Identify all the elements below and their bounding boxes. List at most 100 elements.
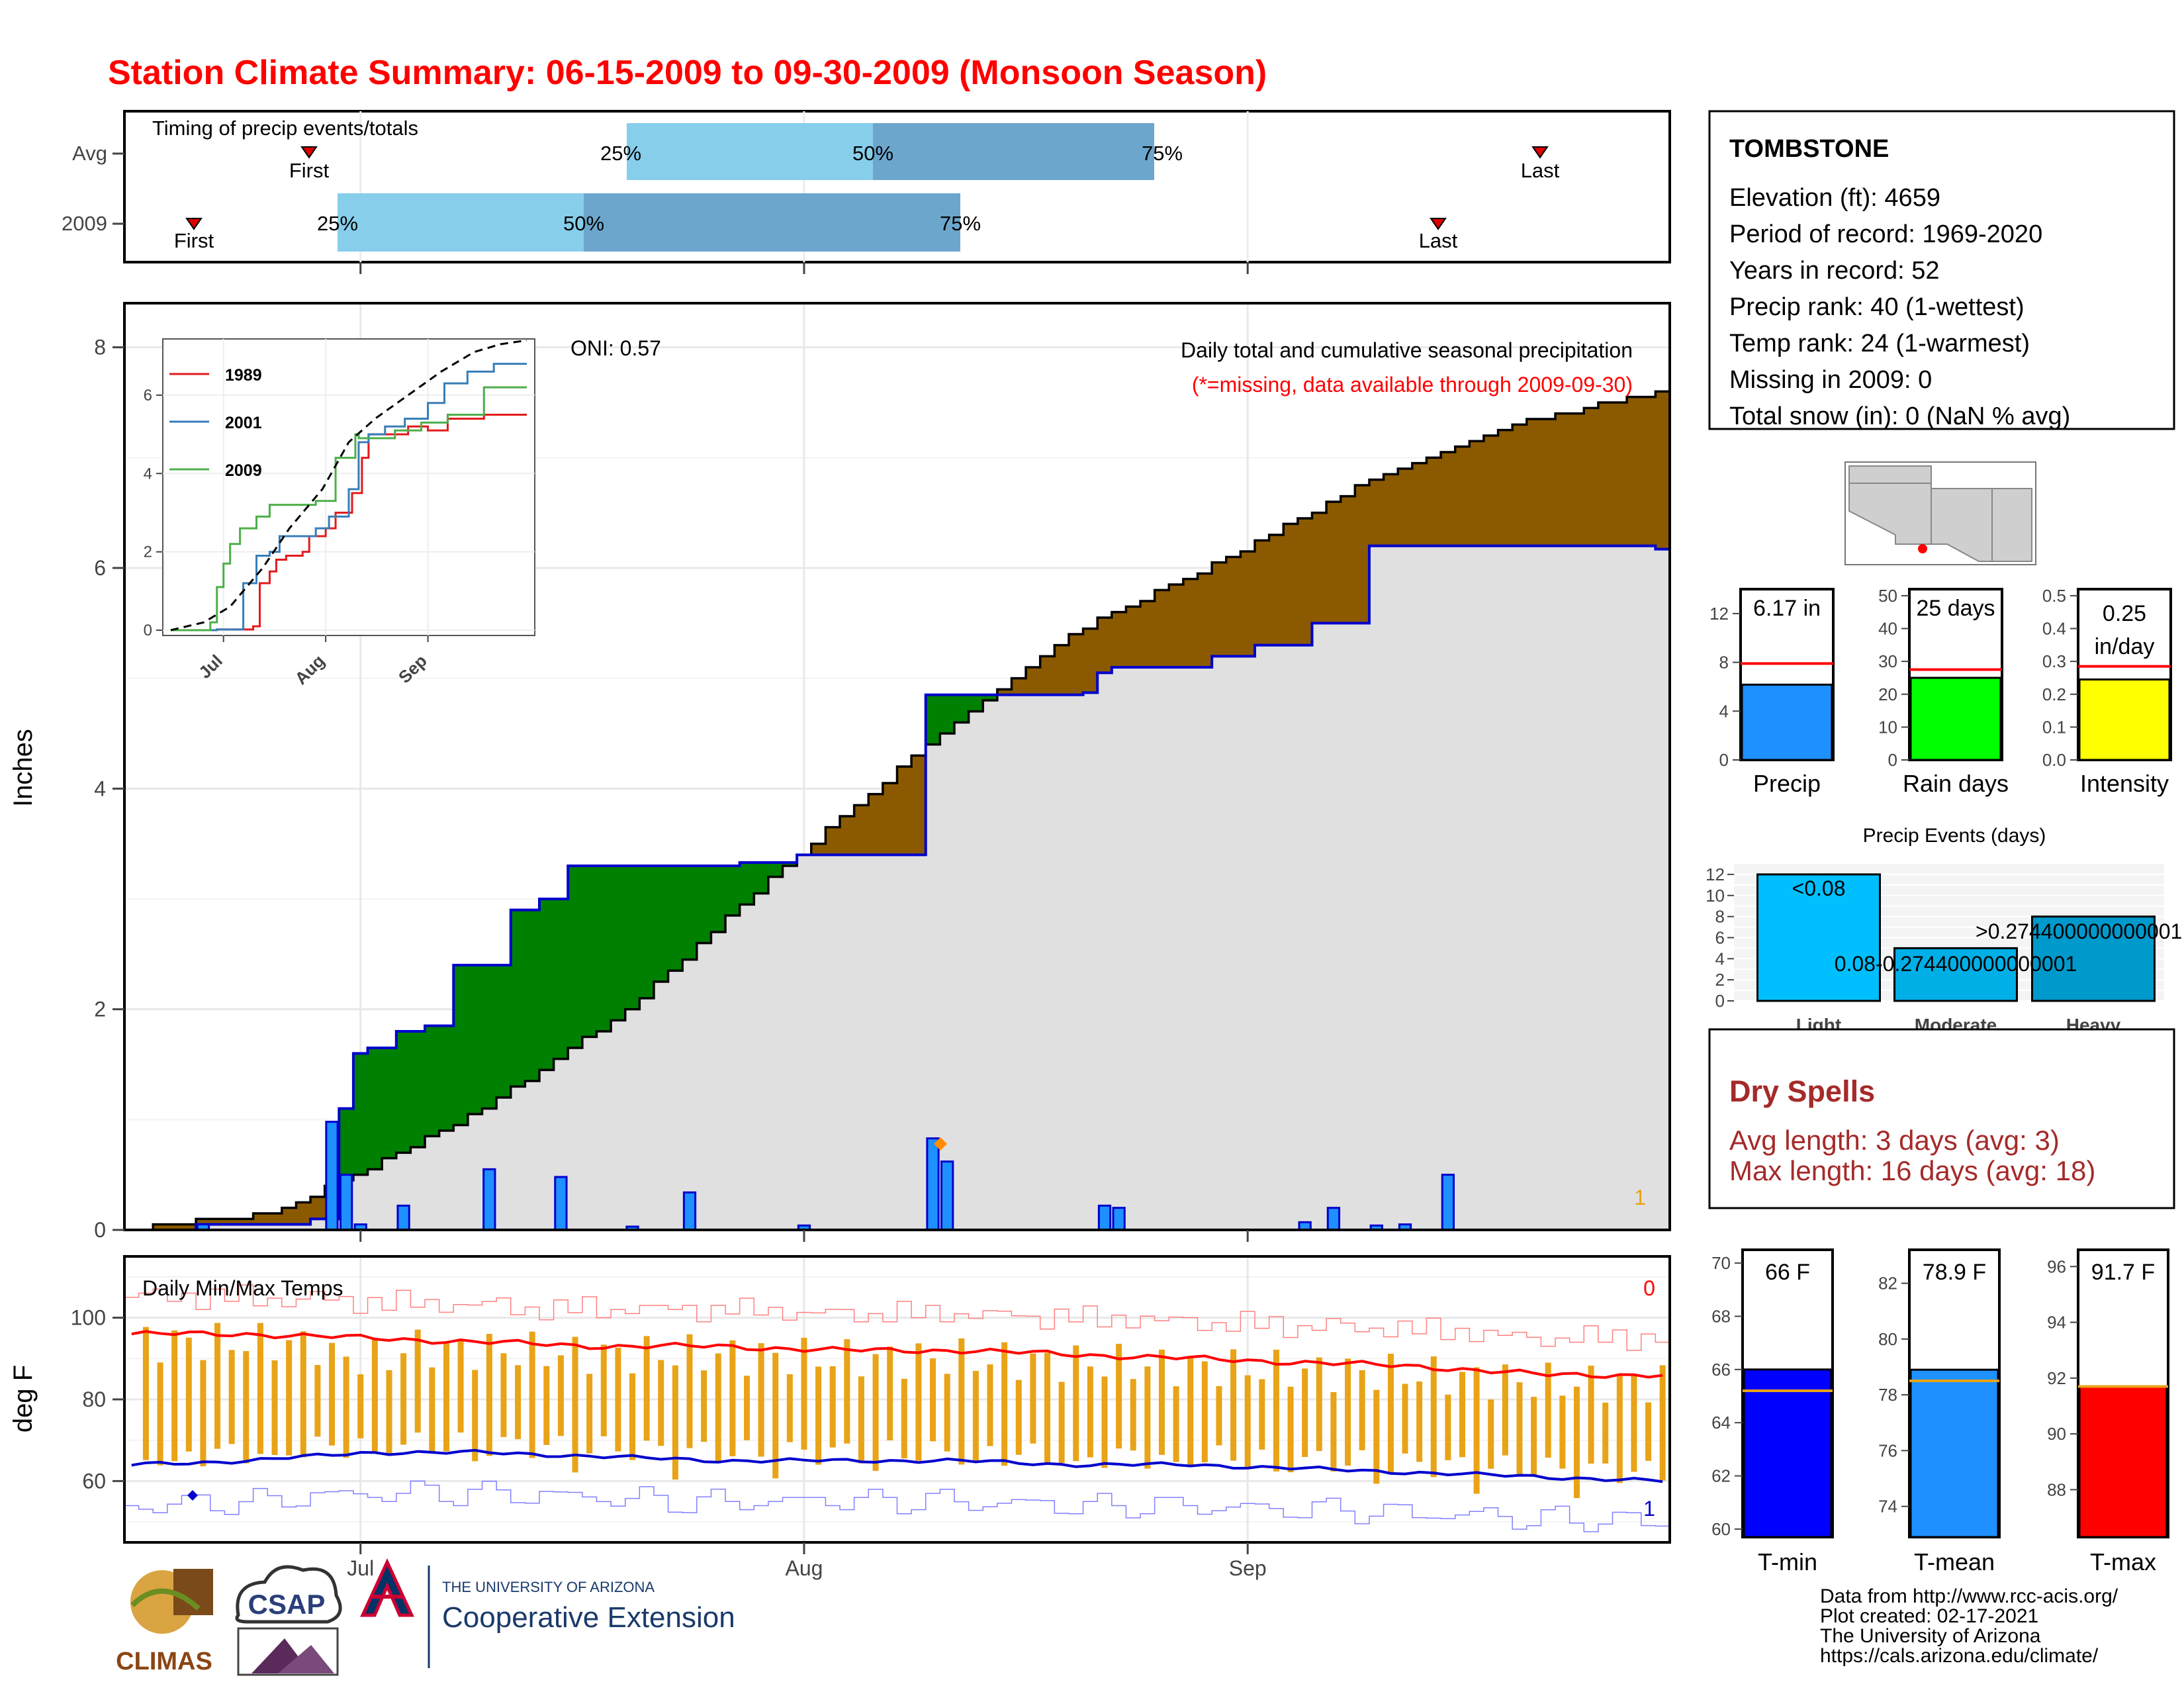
daily-temp-bar xyxy=(758,1343,764,1457)
mini-precip-tick-label: 0.3 xyxy=(2042,651,2066,671)
daily-temp-bar xyxy=(1516,1382,1523,1474)
daily-temp-bar xyxy=(1416,1382,1423,1462)
mini-precip-tick-label: 0.2 xyxy=(2042,684,2066,704)
events-clip-helper xyxy=(1709,851,2174,852)
temps-xtick-label: Sep xyxy=(1229,1556,1267,1580)
events-tick-label: 10 xyxy=(1706,886,1725,906)
daily-precip-bar xyxy=(1441,1174,1455,1231)
ua-logo-big-text: Cooperative Extension xyxy=(442,1601,735,1634)
daily-temp-bar xyxy=(1359,1370,1365,1450)
csap-logo: CSAP xyxy=(235,1565,342,1676)
temps-top-count: 0 xyxy=(1643,1276,1655,1300)
location-map xyxy=(1844,461,2036,565)
footer-credits: Data from http://www.rcc-acis.org/ Plot … xyxy=(1820,1585,2118,1667)
base-area xyxy=(124,545,1670,1230)
events-bar xyxy=(2031,915,2156,1002)
daily-temp-bar xyxy=(815,1366,822,1465)
avg-max-line xyxy=(131,1330,1663,1379)
daily-temp-bar xyxy=(600,1344,607,1436)
inset-ytick-label: 2 xyxy=(144,543,152,561)
daily-temp-bar xyxy=(386,1370,392,1456)
mini-precip-tick-label: 0 xyxy=(1719,750,1729,770)
daily-temp-bar xyxy=(1445,1394,1451,1460)
daily-temp-bar xyxy=(157,1362,163,1466)
mini-temp-tick-label: 94 xyxy=(2047,1313,2066,1333)
daily-temp-bar xyxy=(257,1323,263,1454)
mini-precip-tick-label: 12 xyxy=(1709,604,1729,624)
mini-precip-tick-label: 30 xyxy=(1878,651,1897,671)
wetter-area xyxy=(124,545,1670,1230)
timing-panel-label: Timing of precip events/totals xyxy=(152,117,418,140)
daily-temp-bar xyxy=(930,1358,936,1442)
2009-last-marker xyxy=(1430,218,1447,230)
daily-precip-bar xyxy=(1097,1204,1112,1231)
station-info-line: Elevation (ft): 4659 xyxy=(1729,184,1940,212)
daily-temp-bar xyxy=(615,1347,621,1452)
inset-avg-line xyxy=(170,339,527,632)
daily-temp-bar xyxy=(1302,1368,1308,1458)
avg-first-marker xyxy=(300,146,318,159)
precip-subtitle: Daily total and cumulative seasonal prec… xyxy=(1181,338,1633,362)
events-bar xyxy=(1893,947,2018,1002)
daily-temp-bar xyxy=(1430,1356,1437,1477)
daily-temp-bar xyxy=(214,1323,221,1449)
daily-temp-bar xyxy=(443,1342,449,1452)
events-tick-label: 2 xyxy=(1715,970,1725,990)
daily-precip-bar xyxy=(482,1168,496,1231)
daily-temp-bar xyxy=(958,1338,965,1465)
temps-xtick-label: Aug xyxy=(785,1556,823,1580)
daily-temp-bar xyxy=(328,1342,335,1446)
daily-precip-bar xyxy=(325,1121,339,1231)
mini-temp-tick-label: 66 xyxy=(1711,1360,1731,1380)
temps-ylabel: deg F xyxy=(9,1365,38,1432)
events-tick-label: 6 xyxy=(1715,927,1725,947)
daily-temp-bar xyxy=(1001,1342,1008,1466)
daily-precip-bar xyxy=(396,1204,410,1231)
daily-temp-bar xyxy=(829,1366,836,1448)
mini-temp-value-text: 91.7 F xyxy=(2091,1260,2155,1285)
timing-row-2009: 2009 xyxy=(62,212,107,235)
daily-temp-bar xyxy=(142,1327,149,1460)
mini-precip-value-text: in/day xyxy=(2095,634,2155,659)
mini-temp-tick-label: 74 xyxy=(1878,1497,1897,1517)
footer-line-4: https://cals.arizona.edu/climate/ xyxy=(1820,1645,2099,1667)
daily-temp-bar xyxy=(286,1340,293,1456)
daily-temp-bar xyxy=(1173,1386,1179,1462)
daily-temp-bar xyxy=(1015,1380,1022,1455)
ua-logo-small-text: THE UNIVERSITY OF ARIZONA xyxy=(442,1579,655,1595)
oni-label: ONI: 0.57 xyxy=(570,336,661,360)
mini-precip-label: Precip xyxy=(1753,770,1821,797)
inset-legend-1989: 1989 xyxy=(225,366,262,385)
inset-ytick-label: 6 xyxy=(144,387,152,404)
mini-temp-tick-label: 78 xyxy=(1878,1385,1897,1405)
daily-precip-bar xyxy=(940,1160,954,1231)
precip-ytick-label: 6 xyxy=(94,556,106,580)
precip-ylabel: Inches xyxy=(9,729,38,807)
daily-temp-bar xyxy=(300,1331,306,1458)
dry-spells-max: Max length: 16 days (avg: 18) xyxy=(1729,1155,2095,1186)
2009-p25-label: 25% xyxy=(317,212,358,235)
daily-temp-bar xyxy=(1631,1375,1637,1472)
daily-temp-bar xyxy=(729,1340,736,1456)
daily-temp-bar xyxy=(1030,1353,1036,1444)
mini-precip-tick-label: 0.0 xyxy=(2042,750,2066,770)
mini-precip-tick-label: 0.5 xyxy=(2042,586,2066,606)
daily-temp-bar xyxy=(1659,1365,1666,1481)
daily-temp-bar xyxy=(1187,1356,1194,1466)
footer-line-1: Data from http://www.rcc-acis.org/ xyxy=(1820,1585,2118,1607)
2009-band-25-50 xyxy=(338,193,584,252)
daily-precip-bar xyxy=(682,1191,697,1231)
station-location-dot xyxy=(1918,544,1927,553)
daily-temp-bar xyxy=(1502,1364,1508,1456)
events-value-label: >0.274400000000001 xyxy=(1976,919,2182,943)
daily-temp-bar xyxy=(1387,1354,1394,1474)
daily-temp-bar xyxy=(343,1356,349,1458)
daily-temp-bar xyxy=(357,1374,364,1438)
daily-temp-bar xyxy=(915,1343,922,1461)
temps-label: Daily Min/Max Temps xyxy=(142,1276,343,1300)
inset-legend-2001: 2001 xyxy=(225,414,262,432)
daily-temp-bar xyxy=(1130,1379,1136,1451)
daily-temp-bar xyxy=(872,1354,879,1471)
